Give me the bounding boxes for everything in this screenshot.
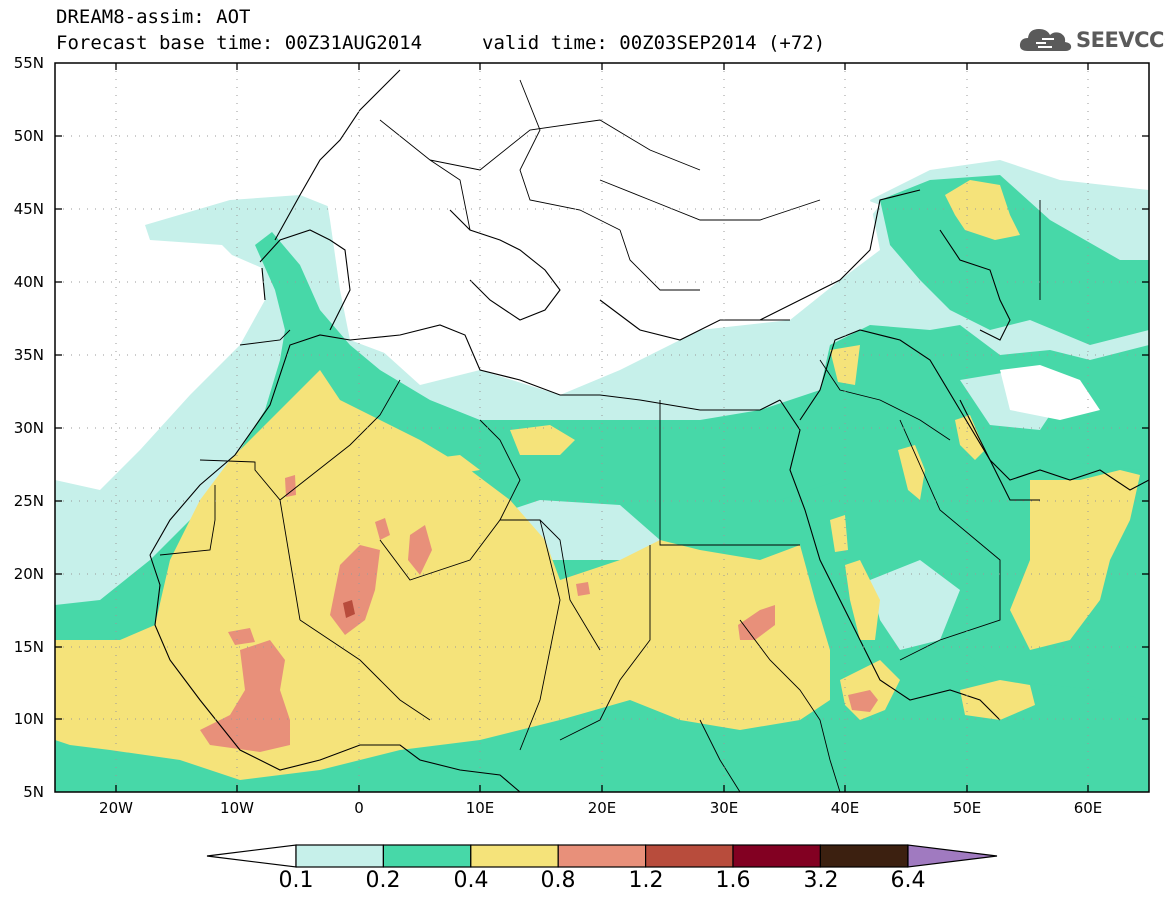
- aot-contour-1.2: [343, 600, 355, 618]
- colorbar-swatch: [295, 844, 385, 868]
- map-title: DREAM8-assim: AOT: [56, 6, 251, 28]
- y-tick-label: 5N: [23, 783, 44, 801]
- axis-ticks: [55, 63, 1149, 792]
- colorbar-swatch: [557, 844, 647, 868]
- colorbar-label: 1.2: [628, 868, 664, 893]
- y-tick-label: 30N: [13, 419, 44, 437]
- colorbar-swatch: [819, 844, 909, 868]
- colorbar-boxes: [295, 844, 909, 868]
- y-tick-label: 20N: [13, 565, 44, 583]
- logo-text: SEEVCCC: [1076, 28, 1165, 52]
- country-borders: [159, 79, 1041, 792]
- colorbar-swatch: [732, 844, 822, 868]
- colorbar-swatch: [470, 844, 559, 868]
- aot-clear-areas: [240, 63, 1100, 420]
- x-tick-label: 10E: [465, 799, 495, 817]
- aot-map: [54, 62, 1150, 793]
- forecast-times: Forecast base time: 00Z31AUG2014 valid ti…: [56, 32, 825, 54]
- x-tick-label: 40E: [830, 799, 860, 817]
- colorbar-label: 6.4: [890, 868, 926, 893]
- x-tick-label: 10W: [220, 799, 254, 817]
- seevccc-logo: SEEVCCC: [1018, 23, 1165, 57]
- colorbar-under-arrow: [206, 844, 297, 868]
- y-tick-label: 15N: [13, 638, 44, 656]
- valid-time: valid time: 00Z03SEP2014 (+72): [482, 32, 826, 54]
- x-tick-label: 20W: [99, 799, 133, 817]
- colorbar-label: 1.6: [715, 868, 751, 893]
- base-time: Forecast base time: 00Z31AUG2014: [56, 32, 423, 54]
- x-tick-label: 20E: [587, 799, 617, 817]
- y-tick-label: 25N: [13, 492, 44, 510]
- cloud-icon: [1019, 29, 1072, 51]
- x-tick-label: 60E: [1073, 799, 1103, 817]
- colorbar-label: 3.2: [803, 868, 839, 893]
- colorbar-swatch: [382, 844, 472, 868]
- y-tick-label: 10N: [13, 710, 44, 728]
- coastlines: [149, 69, 1149, 792]
- y-tick-label: 45N: [13, 200, 44, 218]
- y-tick-label: 55N: [13, 54, 44, 72]
- aot-contour-0.8: [200, 475, 878, 752]
- x-tick-label: 30E: [709, 799, 739, 817]
- y-tick-label: 40N: [13, 273, 44, 291]
- colorbar-label: 0.1: [278, 868, 314, 893]
- colorbar-swatch: [644, 844, 734, 868]
- colorbar-over-arrow: [907, 844, 998, 868]
- x-tick-label: 0: [354, 799, 364, 817]
- y-tick-label: 50N: [13, 127, 44, 145]
- colorbar-label: 0.8: [540, 868, 576, 893]
- colorbar-label: 0.2: [365, 868, 401, 893]
- y-tick-label: 35N: [13, 346, 44, 364]
- colorbar-label: 0.4: [453, 868, 489, 893]
- x-tick-label: 50E: [952, 799, 982, 817]
